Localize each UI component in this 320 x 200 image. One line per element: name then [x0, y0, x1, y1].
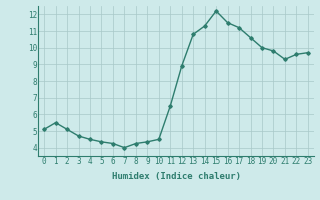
X-axis label: Humidex (Indice chaleur): Humidex (Indice chaleur) [111, 172, 241, 181]
